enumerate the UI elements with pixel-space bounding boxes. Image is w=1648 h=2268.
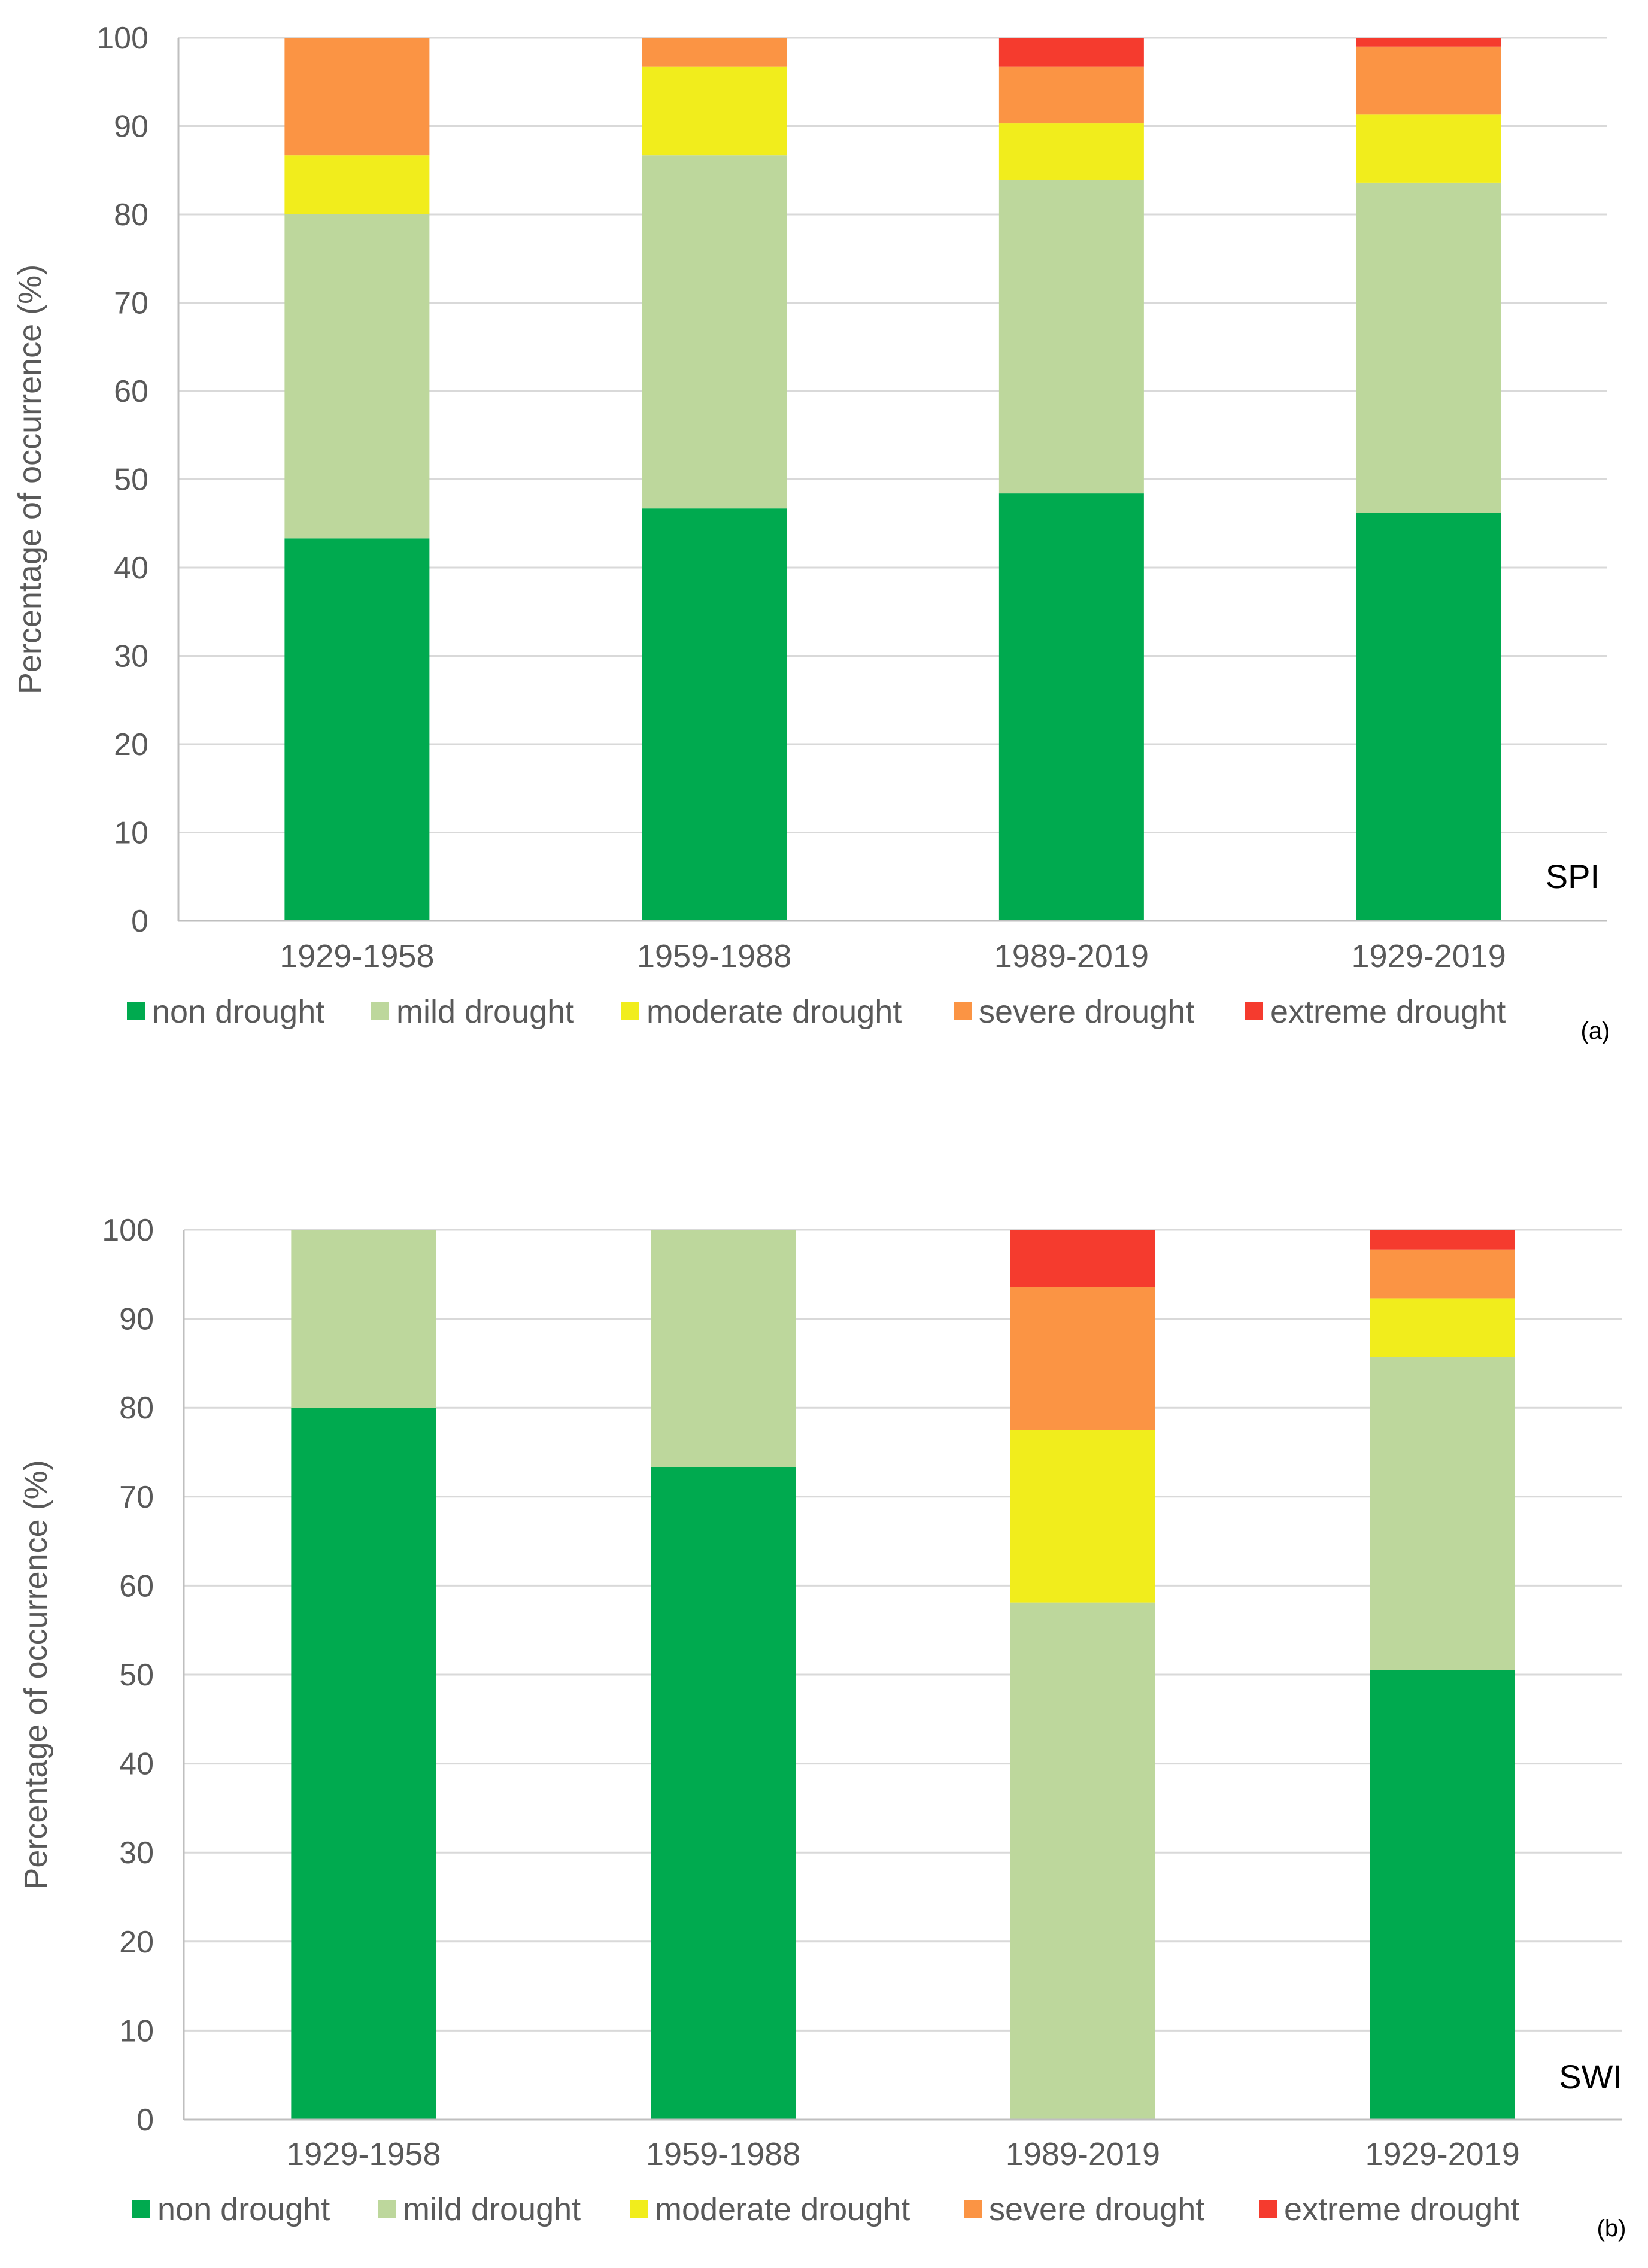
y-axis-title: Percentage of occurrence (%) (12, 265, 48, 694)
y-tick-label: 100 (96, 21, 148, 56)
legend-label: extreme drought (1284, 2191, 1519, 2227)
chart-panel-b: 0 10 20 30 40 50 60 70 80 90 100 1929-1958 1959-1988… (18, 1213, 1626, 2242)
bar-segment-mild-drought-2 (642, 155, 787, 509)
legend-label: non drought (152, 994, 324, 1030)
bar-segment-non-drought-4 (1356, 513, 1501, 921)
bar-segment-extreme-drought-3 (1010, 1230, 1155, 1287)
panel-label: (b) (1597, 2215, 1626, 2242)
legend-label: non drought (157, 2191, 330, 2227)
bar-segment-extreme-drought-3 (998, 38, 1144, 67)
legend-swatch (954, 1002, 972, 1020)
y-tick-label: 80 (114, 198, 148, 232)
y-tick-label: 0 (136, 2103, 154, 2137)
x-category-label: 1929-2019 (1365, 2136, 1520, 2172)
legend-swatch (132, 2200, 150, 2218)
bar-segment-non-drought-1 (284, 538, 430, 921)
y-tick-label: 20 (119, 1925, 154, 1960)
bar-segment-extreme-drought-4 (1356, 38, 1501, 47)
panel-label: (a) (1581, 1018, 1610, 1044)
y-tick-label: 40 (114, 551, 148, 586)
bar-segment-severe-drought-4 (1370, 1249, 1515, 1299)
y-tick-label: 50 (119, 1658, 154, 1693)
legend-label: extreme drought (1270, 994, 1506, 1030)
index-label: SWI (1559, 2058, 1622, 2096)
y-tick-label: 60 (119, 1569, 154, 1603)
y-tick-label: 20 (114, 727, 148, 762)
bar-segment-mild-drought-4 (1370, 1357, 1515, 1670)
bar-segment-non-drought-4 (1370, 1670, 1515, 2120)
legend-swatch (1259, 2200, 1277, 2218)
x-category-label: 1989-2019 (1006, 2136, 1160, 2172)
legend-swatch (127, 1002, 145, 1020)
x-category-label: 1929-1958 (280, 938, 434, 974)
legend-swatch (964, 2200, 982, 2218)
y-tick-label: 0 (131, 904, 148, 939)
x-category-label: 1959-1988 (646, 2136, 800, 2172)
y-tick-label: 100 (102, 1213, 154, 1248)
bar-segment-non-drought-2 (642, 508, 787, 921)
bar-segment-moderate-drought-3 (1010, 1430, 1155, 1603)
legend-label: moderate drought (655, 2191, 910, 2227)
legend-swatch (1245, 1002, 1263, 1020)
bar-segment-severe-drought-3 (1010, 1287, 1155, 1430)
y-tick-label: 30 (119, 1836, 154, 1870)
y-tick-label: 90 (114, 110, 148, 144)
y-axis-title: Percentage of occurrence (%) (18, 1460, 54, 1889)
y-tick-label: 80 (119, 1391, 154, 1426)
bar-segment-mild-drought-1 (284, 214, 430, 539)
bar-segment-severe-drought-2 (642, 38, 787, 67)
bar-segment-severe-drought-3 (998, 66, 1144, 124)
y-tick-label: 70 (119, 1480, 154, 1515)
bar-segment-non-drought-1 (291, 1408, 436, 2120)
bar-segment-mild-drought-4 (1356, 182, 1501, 513)
y-tick-label: 10 (119, 2014, 154, 2048)
x-category-label: 1989-2019 (994, 938, 1149, 974)
legend-swatch (371, 1002, 389, 1020)
index-label: SPI (1546, 857, 1600, 895)
bar-segment-moderate-drought-1 (284, 155, 430, 214)
legend-label: severe drought (989, 2191, 1204, 2227)
bar-segment-moderate-drought-4 (1356, 114, 1501, 183)
legend-label: mild drought (396, 994, 574, 1030)
chart-panel-a: 0 10 20 30 40 50 60 70 80 90 100 1929-1958 1959-1988… (12, 21, 1610, 1044)
bar-segment-mild-drought-2 (651, 1230, 796, 1467)
bar-segment-extreme-drought-4 (1370, 1230, 1515, 1250)
x-category-label: 1929-1958 (286, 2136, 441, 2172)
legend-swatch (621, 1002, 639, 1020)
y-tick-label: 10 (114, 816, 148, 851)
bar-segment-mild-drought-3 (998, 180, 1144, 494)
x-category-label: 1959-1988 (637, 938, 791, 974)
y-tick-label: 70 (114, 286, 148, 321)
bar-segment-moderate-drought-3 (998, 123, 1144, 180)
y-tick-label: 50 (114, 463, 148, 498)
legend-label: mild drought (403, 2191, 581, 2227)
bar-segment-severe-drought-1 (284, 38, 430, 156)
bar-segment-non-drought-2 (651, 1467, 796, 2120)
legend-label: severe drought (979, 994, 1194, 1030)
y-tick-label: 60 (114, 374, 148, 409)
y-tick-label: 40 (119, 1747, 154, 1782)
bar-segment-severe-drought-4 (1356, 46, 1501, 115)
bar-segment-moderate-drought-2 (642, 66, 787, 156)
bar-segment-mild-drought-1 (291, 1230, 436, 1408)
bar-segment-moderate-drought-4 (1370, 1298, 1515, 1357)
legend-swatch (630, 2200, 648, 2218)
y-tick-label: 30 (114, 639, 148, 674)
bar-segment-mild-drought-3 (1010, 1602, 1155, 2120)
y-tick-label: 90 (119, 1302, 154, 1337)
legend-swatch (378, 2200, 396, 2218)
x-category-label: 1929-2019 (1352, 938, 1506, 974)
bar-segment-non-drought-3 (998, 493, 1144, 921)
legend-label: moderate drought (647, 994, 902, 1030)
